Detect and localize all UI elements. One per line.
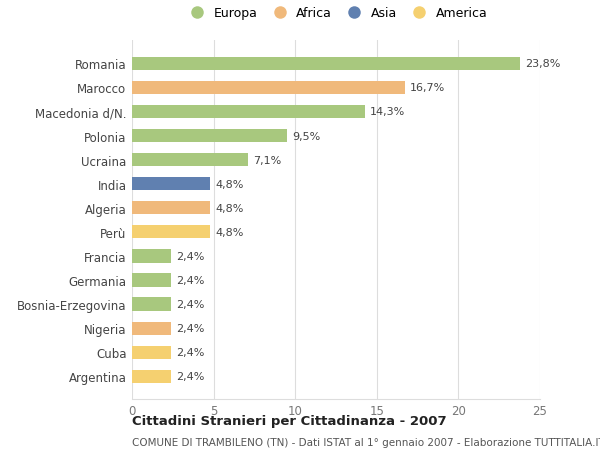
Text: 2,4%: 2,4% — [176, 347, 205, 358]
Bar — [132, 274, 171, 287]
Bar — [132, 226, 211, 239]
Text: 16,7%: 16,7% — [409, 83, 445, 93]
Text: Cittadini Stranieri per Cittadinanza - 2007: Cittadini Stranieri per Cittadinanza - 2… — [132, 414, 446, 428]
Bar — [132, 250, 171, 263]
Text: 4,8%: 4,8% — [215, 179, 244, 189]
Text: 2,4%: 2,4% — [176, 252, 205, 261]
Text: 23,8%: 23,8% — [526, 59, 560, 69]
Bar — [132, 154, 248, 167]
Bar — [132, 106, 365, 119]
Text: 7,1%: 7,1% — [253, 155, 281, 165]
Text: 2,4%: 2,4% — [176, 299, 205, 309]
Text: 4,8%: 4,8% — [215, 227, 244, 237]
Text: 4,8%: 4,8% — [215, 203, 244, 213]
Bar — [132, 346, 171, 359]
Legend: Europa, Africa, Asia, America: Europa, Africa, Asia, America — [182, 5, 490, 22]
Bar — [132, 298, 171, 311]
Bar — [132, 178, 211, 191]
Text: 9,5%: 9,5% — [292, 131, 320, 141]
Text: 14,3%: 14,3% — [370, 107, 406, 117]
Bar — [132, 129, 287, 143]
Bar — [132, 57, 520, 71]
Bar — [132, 322, 171, 335]
Text: 2,4%: 2,4% — [176, 324, 205, 333]
Text: 2,4%: 2,4% — [176, 275, 205, 285]
Bar — [132, 370, 171, 383]
Text: 2,4%: 2,4% — [176, 371, 205, 381]
Text: COMUNE DI TRAMBILENO (TN) - Dati ISTAT al 1° gennaio 2007 - Elaborazione TUTTITA: COMUNE DI TRAMBILENO (TN) - Dati ISTAT a… — [132, 437, 600, 447]
Bar — [132, 82, 404, 95]
Bar — [132, 202, 211, 215]
